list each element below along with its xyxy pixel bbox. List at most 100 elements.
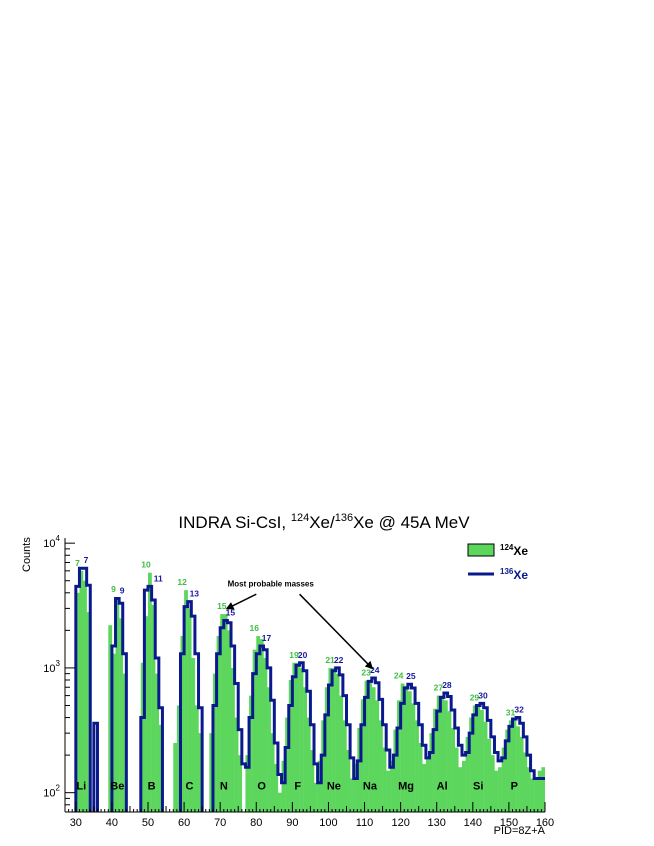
bar-124xe <box>191 658 196 812</box>
x-tick-label: 90 <box>286 817 298 829</box>
x-tick-label: 60 <box>178 817 190 829</box>
bar-124xe <box>281 760 286 812</box>
bar-124xe <box>122 673 127 812</box>
bar-124xe <box>140 662 145 812</box>
mass-label-124: 15 <box>217 601 227 611</box>
bar-124xe <box>209 733 214 812</box>
bar-124xe <box>256 636 261 812</box>
bar-124xe <box>501 747 506 812</box>
bar-124xe <box>184 590 188 812</box>
element-label: C <box>186 781 194 793</box>
bar-124xe <box>227 630 232 812</box>
bar-124xe <box>83 580 87 812</box>
bar-124xe <box>180 636 185 812</box>
element-labels: Li Be B C N O F Ne Na Mg Al Si P <box>76 781 518 793</box>
bar-124xe <box>270 733 275 812</box>
bar-124xe <box>458 767 463 812</box>
bar-124xe <box>111 653 116 812</box>
bar-124xe <box>487 738 492 812</box>
bar-124xe <box>252 649 257 812</box>
title-sup-1: 124 <box>291 512 309 524</box>
mass-label-136: 22 <box>334 655 344 665</box>
bar-124xe <box>472 705 477 812</box>
x-tick-label: 80 <box>250 817 262 829</box>
element-label: Na <box>363 781 378 793</box>
bar-124xe <box>158 724 163 812</box>
bar-124xe <box>173 743 178 812</box>
bar-124xe <box>523 752 528 812</box>
bar-124xe <box>212 673 217 812</box>
bar-124xe <box>415 720 419 812</box>
bar-124xe <box>364 680 369 812</box>
bar-124xe <box>393 729 398 812</box>
x-axis-label: PID=8Z+A <box>494 825 546 837</box>
bar-124xe <box>79 570 84 812</box>
series-124xe-bars <box>75 570 545 812</box>
bar-124xe <box>530 778 535 812</box>
bar-124xe <box>238 755 243 812</box>
mass-label-124: 16 <box>250 623 260 633</box>
legend-label: 124Xe <box>500 543 528 558</box>
x-tick-label: 120 <box>391 817 409 829</box>
bar-124xe <box>288 680 293 812</box>
mass-label-136: 11 <box>154 573 163 583</box>
bar-124xe <box>368 681 372 812</box>
x-axis: 30 40 50 60 70 80 90 100 110 120 130 140 150 160 <box>64 802 554 829</box>
bar-124xe <box>295 662 300 812</box>
x-tick-label: 30 <box>70 817 82 829</box>
x-tick-label: 110 <box>356 817 374 829</box>
bar-124xe <box>332 667 336 812</box>
bar-124xe <box>335 673 340 812</box>
legend: 124Xe 136Xe <box>467 543 528 582</box>
mass-label-136: 24 <box>370 665 380 675</box>
bar-124xe <box>231 667 235 812</box>
mass-label-124: 7 <box>75 558 80 568</box>
series-136xe-line <box>74 566 545 812</box>
mass-label-124: 12 <box>177 577 187 587</box>
bar-124xe <box>108 625 113 812</box>
mass-label-136: 30 <box>478 690 488 700</box>
title-sup-2: 136 <box>335 512 353 524</box>
bar-124xe <box>494 770 499 812</box>
mass-label-124: 27 <box>434 683 444 693</box>
bar-124xe <box>350 778 354 812</box>
bar-124xe <box>292 662 297 812</box>
x-tick-label: 70 <box>214 817 226 829</box>
bar-124xe <box>223 614 228 812</box>
element-label: O <box>257 781 266 793</box>
bar-124xe <box>447 711 452 812</box>
bar-124xe <box>534 778 538 812</box>
bar-124xe <box>498 767 502 812</box>
y-tick-label: 104 <box>43 534 60 550</box>
bar-124xe <box>303 687 308 812</box>
bar-124xe <box>541 767 545 812</box>
bar-124xe <box>263 658 268 812</box>
bar-124xe <box>404 685 409 812</box>
element-label: Li <box>76 781 86 793</box>
bar-124xe <box>259 639 264 812</box>
y-tick-label: 102 <box>43 784 60 800</box>
mass-label-124: 23 <box>361 668 371 678</box>
step-136xe <box>74 566 545 812</box>
bar-124xe <box>216 636 221 812</box>
y-axis: 102 103 104 <box>43 534 75 813</box>
bar-124xe <box>422 763 427 812</box>
bar-124xe <box>371 687 376 812</box>
bar-124xe <box>512 720 517 812</box>
annotation-arrow <box>225 593 257 610</box>
x-tick-label: 130 <box>428 817 446 829</box>
bar-124xe <box>476 705 481 812</box>
bar-124xe <box>324 687 329 812</box>
mass-label-136: 7 <box>84 555 89 565</box>
bar-124xe <box>454 747 459 812</box>
bar-124xe <box>508 720 513 812</box>
bar-124xe <box>461 760 466 812</box>
bar-124xe <box>314 782 318 812</box>
mass-label-124: 21 <box>325 655 335 665</box>
y-tick-label: 103 <box>43 659 60 675</box>
bar-124xe <box>397 700 401 812</box>
mass-label-136: 15 <box>226 607 236 617</box>
bar-124xe <box>436 695 441 812</box>
x-tick-label: 150 <box>500 817 518 829</box>
